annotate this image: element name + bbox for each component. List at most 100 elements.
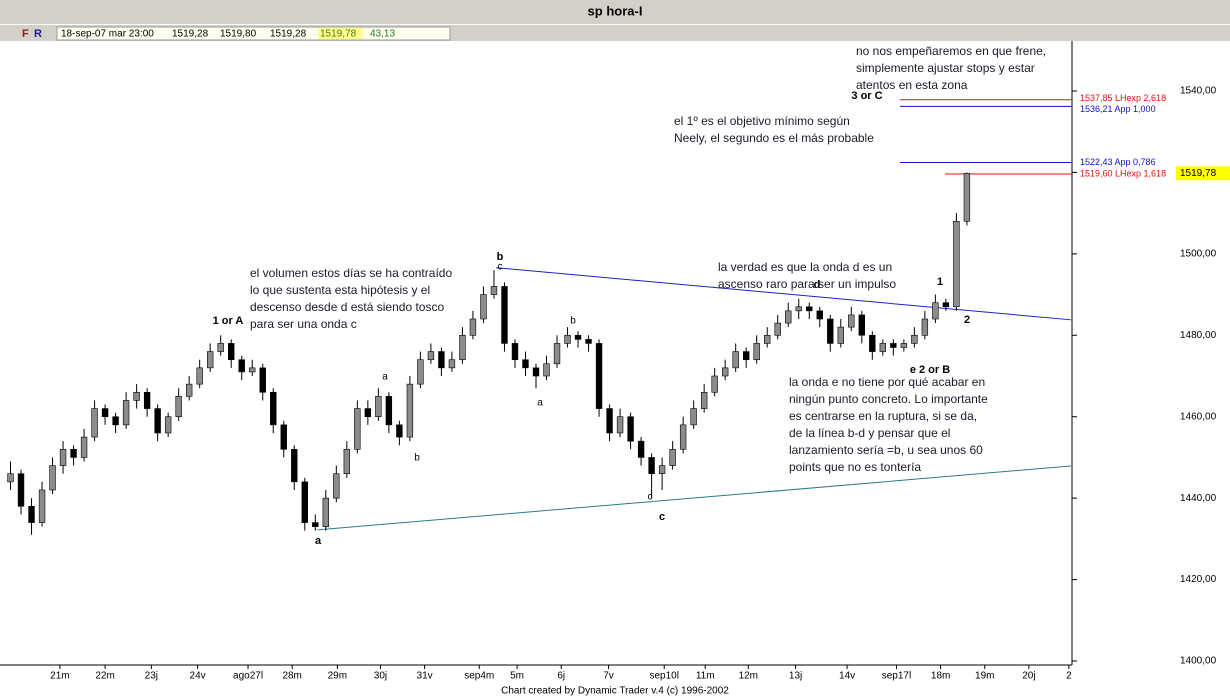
candle-body (511, 343, 519, 361)
y-tick-label: 1540,00 (1180, 86, 1217, 97)
candle-body (553, 343, 561, 365)
note-line: el 1º es el objetivo mínimo según (674, 114, 850, 128)
candle-body (259, 367, 266, 393)
note-line: points que no es tontería (789, 460, 921, 474)
candle-body (91, 408, 98, 438)
candle-body (490, 286, 498, 295)
candle-body (122, 400, 130, 426)
candle-body (185, 383, 193, 397)
candle-body (175, 396, 182, 418)
candle-body (385, 396, 393, 426)
candle-body (606, 408, 613, 434)
candle-body (101, 408, 109, 418)
x-tick-label: 22m (95, 671, 114, 682)
candle-body (154, 408, 161, 434)
candle-body (70, 448, 77, 458)
x-tick-label: sep4m (464, 671, 494, 682)
x-tick-label: 30j (374, 671, 387, 682)
candle-body (585, 339, 592, 344)
wave-label: 1 (937, 276, 943, 288)
y-tick-label: 1460,00 (1180, 411, 1217, 422)
candle-body (59, 448, 67, 466)
candle-body (890, 343, 897, 348)
note-line: es centrarse en la ruptura, si se da, (789, 409, 977, 423)
candle-body (480, 294, 487, 320)
candle-body (38, 489, 46, 523)
candle-body (532, 367, 540, 377)
candle-body (112, 416, 119, 426)
x-tick-label: 21m (50, 671, 69, 682)
wave-label: a (382, 372, 388, 383)
info-value: 1519,78 (320, 29, 357, 40)
note-line: el volumen estos días se ha contraído (250, 266, 452, 280)
note-line: ningún punto concreto. Lo importante (789, 392, 988, 406)
trend-line (496, 267, 1071, 321)
candle-body (700, 391, 708, 409)
footer: Chart created by Dynamic Trader v.4 (c) … (501, 686, 729, 697)
level-label: 1536,21 App 1,000 (1080, 104, 1156, 114)
candle-body (28, 505, 35, 523)
candle-body (427, 351, 435, 361)
x-tick-label: 20j (1022, 671, 1035, 682)
x-tick-label: 5m (510, 671, 524, 682)
candle-body (732, 351, 739, 369)
candle-body (406, 383, 414, 438)
candle-body (564, 334, 571, 344)
candle-body (7, 473, 14, 483)
candle-body (932, 302, 939, 320)
note-line: Neely, el segundo es el más probable (674, 131, 874, 145)
candle-body (627, 416, 634, 442)
candle-body (711, 375, 718, 393)
note-line: la verdad es que la onda d es un (718, 260, 892, 274)
wave-label: c (498, 262, 503, 273)
flag: R (34, 28, 42, 40)
candle-body (963, 173, 971, 222)
candle-body (658, 465, 666, 475)
candle-body (270, 391, 277, 426)
candle-body (469, 318, 477, 336)
info-value: 43,13 (370, 29, 395, 40)
candle-body (364, 408, 372, 418)
candle-body (322, 497, 329, 527)
candle-body (795, 306, 802, 312)
x-tick-label: 7v (603, 671, 614, 682)
candle-body (869, 334, 876, 352)
note-line: simplemente ajustar stops y estar (856, 61, 1035, 75)
note-line: ascenso raro para ser un impulso (718, 277, 896, 291)
x-tick-label: 24v (190, 671, 206, 682)
candle-body (848, 314, 855, 328)
candle-body (133, 391, 140, 401)
x-tick-label: 28m (282, 671, 301, 682)
x-tick-label: ago27l (233, 671, 263, 682)
wave-label: b (414, 453, 420, 464)
candle-body (375, 396, 382, 418)
y-tick-label: 1400,00 (1180, 656, 1217, 667)
candle-body (501, 286, 508, 344)
note-line: de la línea b-d y pensar que el (789, 426, 950, 440)
candle-body (280, 424, 287, 450)
info-value: 1519,28 (270, 29, 307, 40)
x-tick-label: 19m (975, 671, 994, 682)
candle-body (522, 359, 529, 369)
info-value: 1519,28 (172, 29, 209, 40)
candle-body (49, 465, 56, 491)
candle-body (690, 408, 697, 426)
candle-body (785, 310, 792, 324)
wave-label: d (814, 279, 821, 291)
wave-label: a (315, 535, 322, 547)
wave-label: 2 (964, 314, 970, 326)
candle-body (858, 314, 865, 336)
candle-body (816, 310, 823, 320)
x-tick-label: 31v (417, 671, 433, 682)
candle-body (900, 343, 908, 348)
candle-body (616, 416, 624, 434)
candle-body (143, 391, 151, 409)
y-tick-label: 1480,00 (1180, 330, 1217, 341)
candle-body (753, 343, 760, 361)
candle-body (217, 343, 224, 352)
candle-body (164, 416, 172, 434)
x-tick-label: sep17l (882, 671, 911, 682)
candle-body (774, 322, 781, 336)
